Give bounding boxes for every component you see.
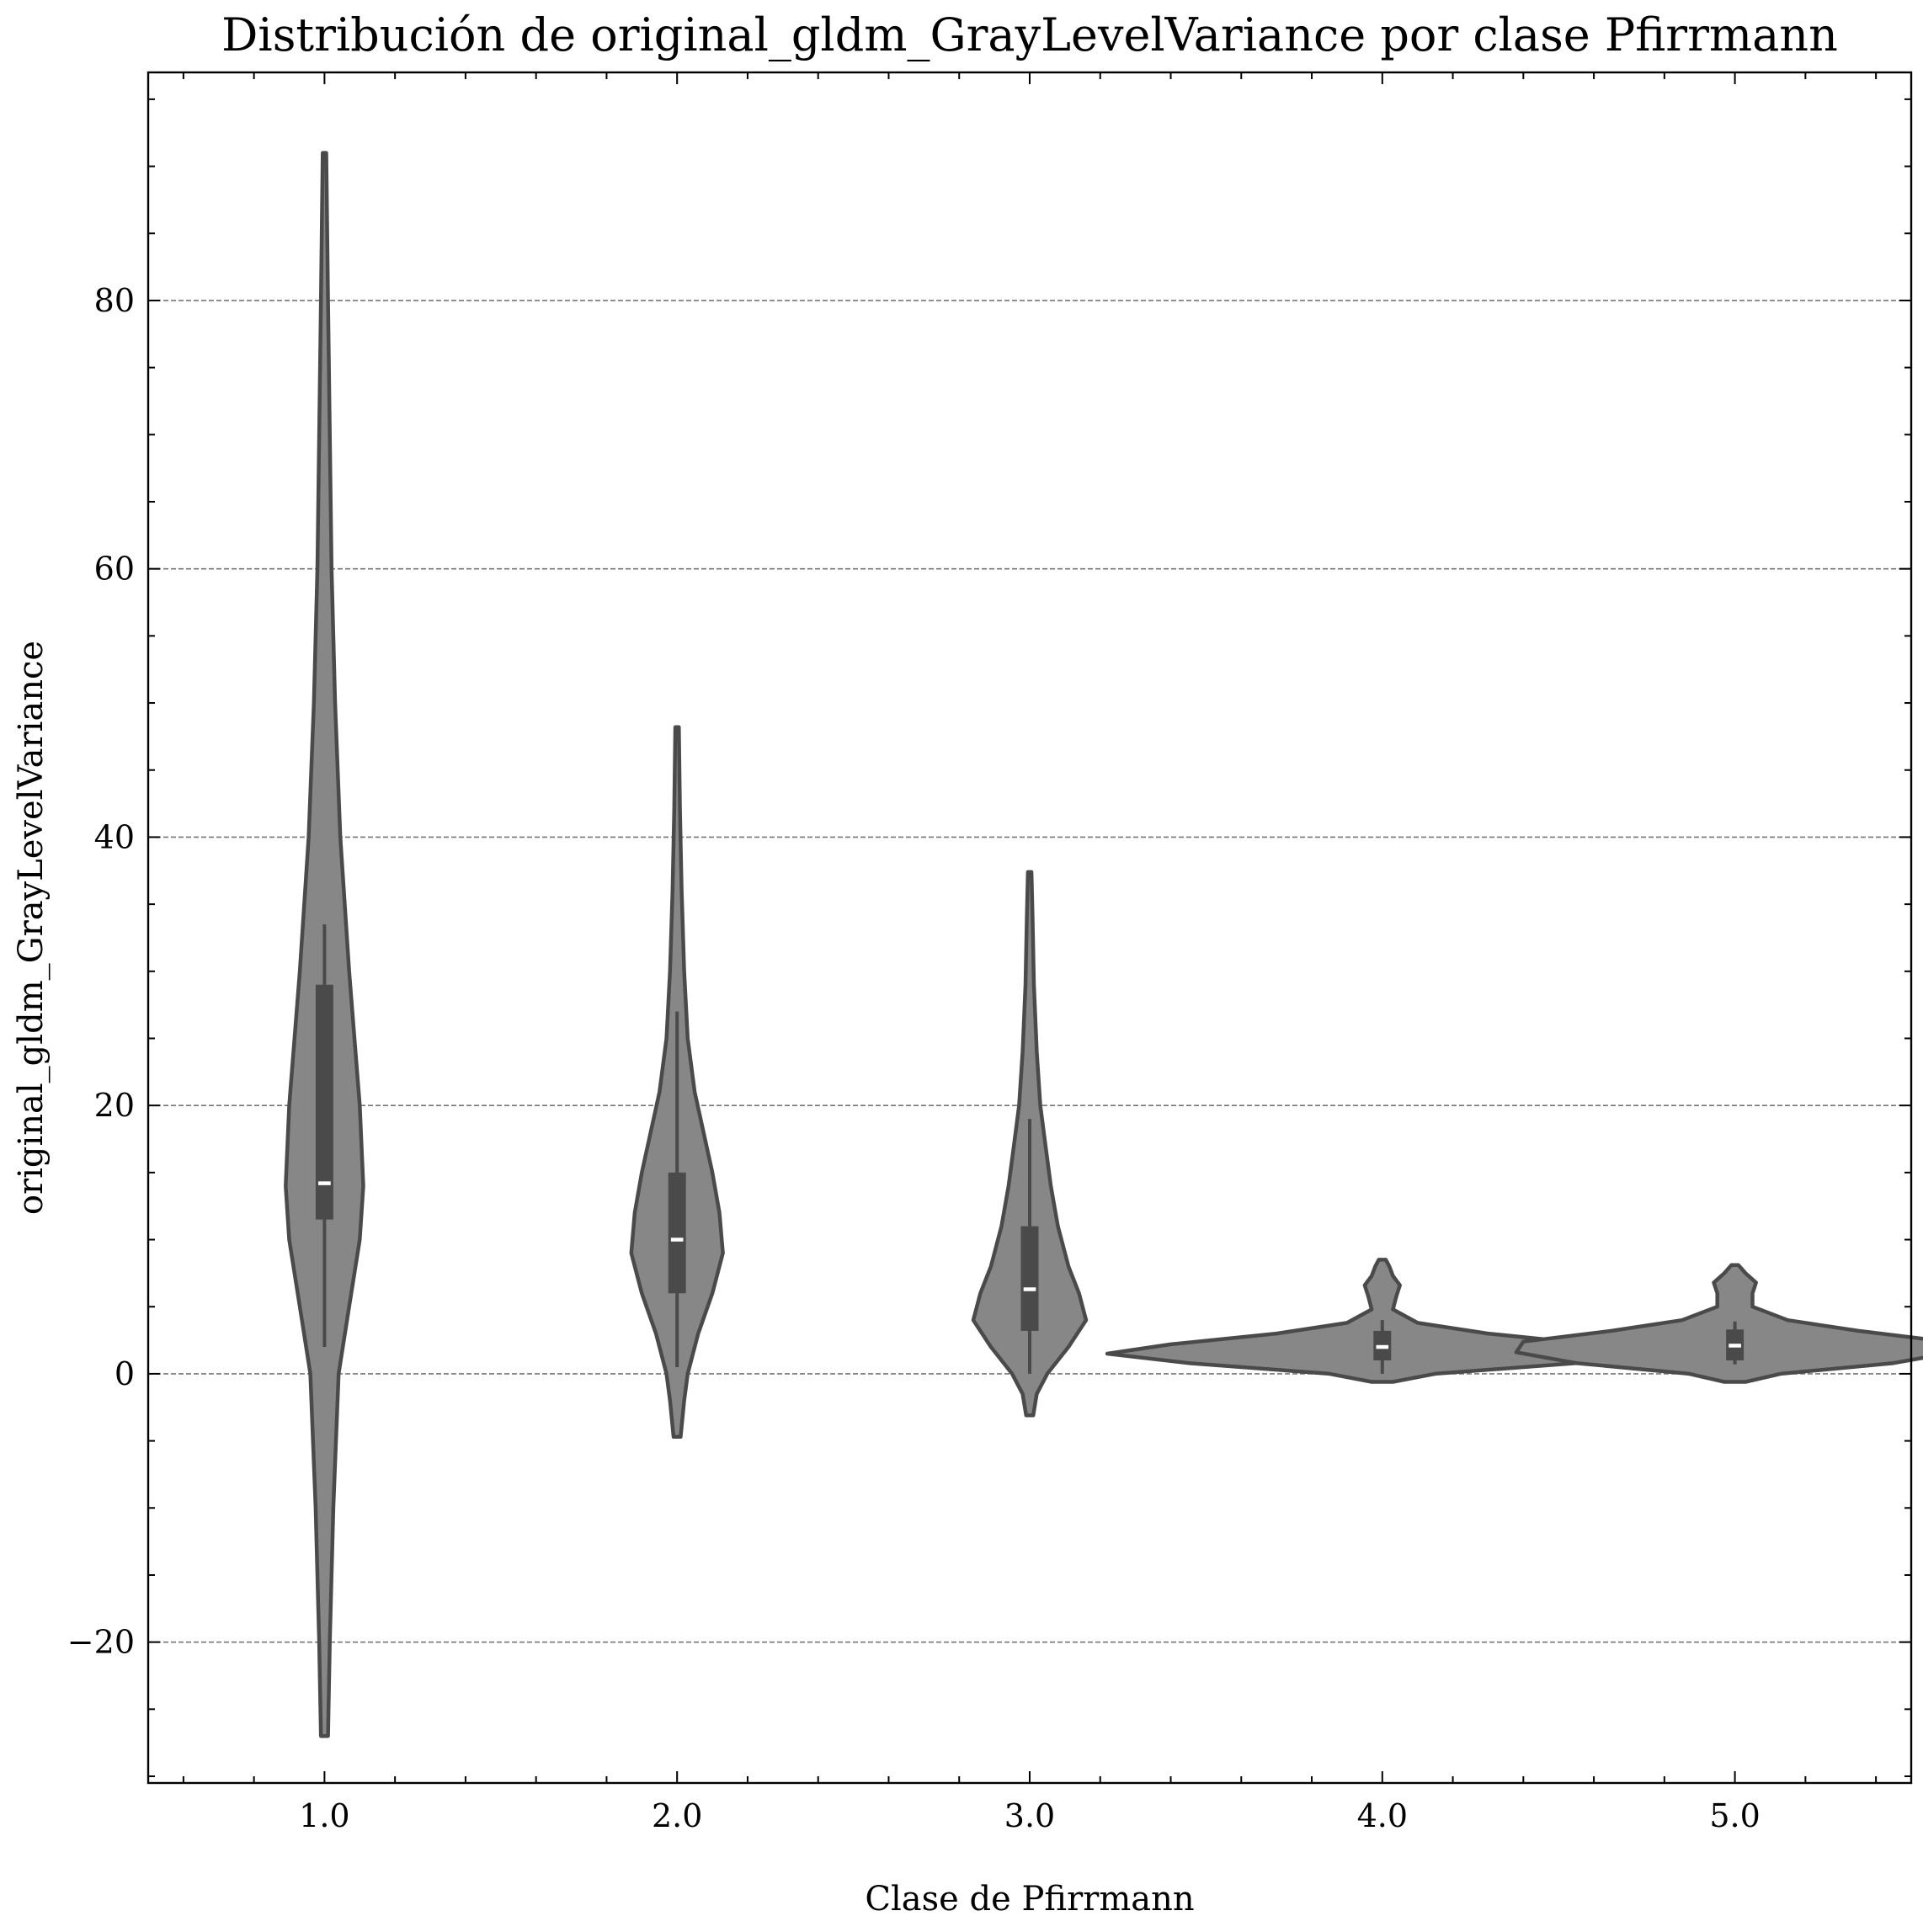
y-tick-label: 0 xyxy=(115,1355,135,1392)
y-axis-label: original_gldm_GrayLevelVariance xyxy=(12,641,51,1215)
ticks xyxy=(148,72,1911,1783)
x-tick-label: 4.0 xyxy=(1357,1797,1408,1834)
x-tick-label: 5.0 xyxy=(1709,1797,1760,1834)
tick-labels: −20 0 20 40 60 80 1.0 2.0 3.0 4.0 5.0 xyxy=(67,282,1761,1834)
y-tick-label: 40 xyxy=(94,818,135,855)
violin-iqr-box-2.0 xyxy=(668,1172,686,1294)
chart-title: Distribución de original_gldm_GrayLevelV… xyxy=(221,8,1838,61)
x-tick-label: 2.0 xyxy=(652,1797,702,1834)
y-tick-label: 60 xyxy=(94,551,135,588)
x-tick-label: 1.0 xyxy=(299,1797,349,1834)
y-tick-label: 80 xyxy=(94,282,135,319)
violin-iqr-box-1.0 xyxy=(315,984,333,1220)
x-axis-label: Clase de Pfirrmann xyxy=(865,1880,1194,1919)
y-tick-label: 20 xyxy=(94,1087,135,1124)
x-tick-label: 3.0 xyxy=(1004,1797,1055,1834)
violin-iqr-box-3.0 xyxy=(1020,1226,1039,1331)
violins xyxy=(284,151,1923,1738)
violin-body-5.0 xyxy=(1514,1263,1923,1384)
y-tick-label: −20 xyxy=(67,1624,135,1661)
